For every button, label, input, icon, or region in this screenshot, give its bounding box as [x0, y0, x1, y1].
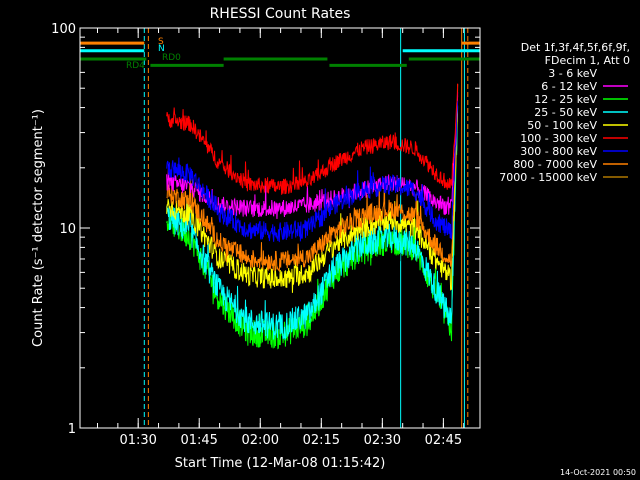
x-axis-label: Start Time (12-Mar-08 01:15:42) [175, 456, 386, 471]
legend: Det 1f,3f,4f,5f,6f,9f, FDecim 1, Att 0 3… [499, 41, 630, 184]
y-tick-label: 1 [68, 422, 76, 437]
series-line-4 [166, 84, 459, 293]
legend-label-0: 3 - 6 keV [548, 67, 597, 80]
x-tick-label: 02:45 [425, 433, 462, 448]
x-tick-label: 02:30 [364, 433, 401, 448]
legend-header-line1: Det 1f,3f,4f,5f,6f,9f, [521, 41, 630, 54]
x-tick-label: 02:15 [303, 433, 340, 448]
timestamp: 14-Oct-2021 00:50 [560, 468, 636, 477]
series-line-5 [166, 83, 459, 195]
y-axis-label: Count Rate (s⁻¹ detector segment⁻¹) [31, 109, 46, 347]
legend-label-4: 50 - 100 keV [527, 119, 597, 132]
legend-label-3: 25 - 50 keV [534, 106, 597, 119]
annotation-label-s: S [158, 37, 164, 47]
annotation-label-rd0: RD0 [162, 53, 181, 63]
annotation-label-n: N [158, 44, 165, 54]
x-tick-label: 01:30 [119, 433, 156, 448]
series-line-6 [166, 100, 459, 243]
y-tick-label: 100 [51, 22, 76, 37]
series-line-1 [166, 92, 459, 219]
series-line-0 [166, 114, 459, 374]
chart-title: RHESSI Count Rates [210, 6, 351, 22]
legend-label-5: 100 - 300 keV [520, 132, 597, 145]
legend-label-1: 6 - 12 keV [541, 80, 597, 93]
x-tick-label: 02:00 [242, 433, 279, 448]
legend-label-6: 300 - 800 keV [520, 145, 597, 158]
annotation-label-rd4: RD4 [126, 61, 145, 71]
y-tick-label: 10 [59, 222, 76, 237]
series-line-7 [166, 95, 459, 273]
plot-frame [79, 27, 481, 429]
legend-label-2: 12 - 25 keV [534, 93, 597, 106]
legend-header-line2: FDecim 1, Att 0 [545, 54, 630, 67]
series-line-3 [166, 105, 459, 341]
legend-label-7: 800 - 7000 keV [513, 158, 597, 171]
x-tick-label: 01:45 [180, 433, 217, 448]
legend-label-8: 7000 - 15000 keV [499, 171, 597, 184]
